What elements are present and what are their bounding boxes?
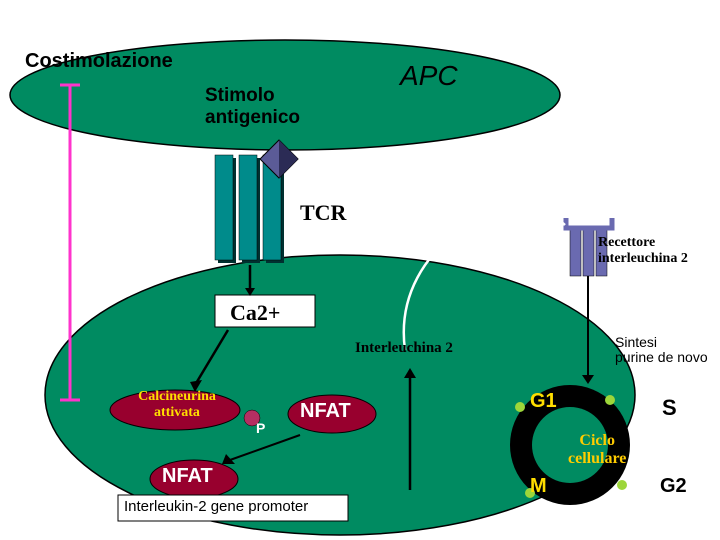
tcr-bar [215,155,233,260]
stimolo-antigenico-label: Stimolo antigenico [205,85,300,129]
apc-label: APC [400,60,458,92]
ciclo-cellulare-label: Ciclo cellulare [568,432,626,467]
sintesi-purine-label: Sintesi purine de novo [615,335,708,366]
recettore-il2-label: Recettore interleuchina 2 [598,235,688,267]
s-label: S [662,395,677,421]
nfat-bottom-label: NFAT [162,465,213,488]
cycle-dot [515,402,525,412]
g2-label: G2 [660,475,687,498]
interleuchina2-label: Interleuchina 2 [355,340,453,357]
costimolazione-label: Costimolazione [25,50,173,73]
cycle-dot [617,480,627,490]
il2-promoter-label: Interleukin-2 gene promoter [124,498,308,515]
tcr-label: TCR [300,200,346,226]
il2-receptor-bar [583,228,594,276]
p-label: P [256,420,265,436]
g1-label: G1 [530,390,557,413]
il2-receptor-cap [566,218,612,228]
m-label: M [530,475,547,498]
ca2-label: Ca2+ [230,300,280,326]
calcineurina-attivata-label: Calcineurina attivata [118,389,236,421]
il2-receptor-bar [570,228,581,276]
nfat-top-label: NFAT [300,400,351,423]
cycle-dot [605,395,615,405]
tcr-bar [239,155,257,260]
